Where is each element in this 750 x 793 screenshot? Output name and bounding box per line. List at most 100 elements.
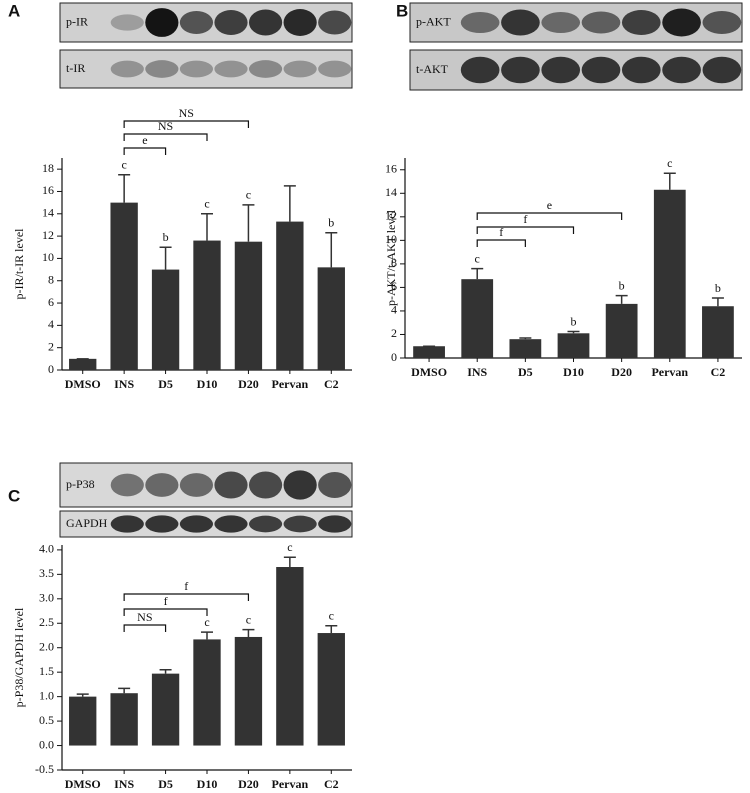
blot-band: [283, 60, 317, 78]
error-bar: [76, 693, 89, 697]
bar: [193, 240, 221, 370]
y-tick-label: 0: [391, 350, 397, 364]
bracket: [476, 239, 526, 247]
significance-label: c: [667, 156, 672, 170]
significance-label: b: [163, 230, 169, 244]
blot-band: [460, 11, 500, 34]
y-tick-label: 16: [385, 162, 397, 176]
bar: [276, 221, 304, 370]
blot-band: [621, 10, 661, 35]
bracket: [123, 624, 167, 632]
panel-label: C: [8, 486, 20, 505]
y-tick-label: 10: [385, 232, 397, 246]
significance-label: c: [204, 197, 209, 211]
x-tick-label: D5: [158, 777, 173, 791]
error-bar: [159, 246, 172, 270]
y-tick-label: 2: [391, 326, 397, 340]
bracket: [476, 226, 575, 234]
y-tick-label: 16: [42, 183, 54, 197]
y-tick-label: 1.0: [39, 688, 54, 702]
bar: [317, 633, 345, 746]
x-tick-label: D10: [197, 377, 218, 391]
x-tick-label: D10: [197, 777, 218, 791]
blot-band: [214, 471, 248, 499]
blot-band: [179, 10, 214, 35]
blot-band: [501, 56, 540, 84]
x-tick-label: INS: [114, 377, 134, 391]
y-tick-label: 18: [42, 161, 54, 175]
blot-band: [214, 515, 248, 533]
y-tick-label: 3.5: [39, 566, 54, 580]
blot-band: [460, 56, 500, 84]
blot-band: [283, 515, 317, 533]
error-bar: [201, 213, 213, 241]
y-tick-label: 0: [48, 362, 54, 376]
x-tick-label: D5: [158, 377, 173, 391]
blot-band: [501, 9, 540, 36]
significance-label: c: [475, 251, 480, 265]
bar: [461, 279, 494, 358]
significance-label: b: [619, 278, 625, 292]
bracket: [123, 133, 208, 141]
bar: [151, 673, 180, 746]
error-bar: [118, 687, 131, 694]
significance-label: b: [571, 314, 577, 328]
blot-band: [145, 473, 179, 497]
bar: [317, 267, 345, 370]
bar: [653, 189, 686, 358]
bar: [110, 202, 138, 370]
blot-band: [283, 9, 317, 36]
x-tick-label: D5: [518, 365, 533, 379]
blot-label: t-AKT: [416, 62, 449, 76]
significance-label: c: [246, 188, 251, 202]
blot-band: [179, 473, 214, 497]
blot-band: [145, 60, 179, 78]
significance-label: b: [328, 216, 334, 230]
bar: [276, 567, 304, 746]
bar: [234, 636, 263, 746]
blot-band: [581, 56, 621, 84]
y-tick-label: 8: [391, 256, 397, 270]
blot-band: [214, 60, 248, 78]
error-bar: [283, 185, 296, 222]
y-tick-label: 4: [391, 303, 397, 317]
y-axis-label: p-AKT/t-AKT level: [384, 209, 398, 306]
significance-label: c: [121, 157, 126, 171]
blot-band: [283, 470, 317, 500]
blot-label: t-IR: [66, 61, 85, 75]
blot-band: [702, 10, 742, 35]
y-axis-label: p-P38/GAPDH level: [12, 607, 26, 707]
blot-label: p-IR: [66, 14, 88, 28]
y-tick-label: 8: [48, 272, 54, 286]
x-tick-label: D20: [238, 377, 259, 391]
blot-label: p-AKT: [416, 14, 451, 28]
blot-band: [662, 8, 701, 37]
x-tick-label: Pervan: [272, 777, 309, 791]
blot-label: GAPDH: [66, 516, 108, 530]
y-tick-label: -0.5: [35, 762, 54, 776]
blot-band: [214, 10, 248, 35]
blot-band: [248, 60, 283, 78]
error-bar: [567, 330, 580, 334]
y-tick-label: 0.0: [39, 737, 54, 751]
significance-label: c: [329, 608, 334, 622]
x-tick-label: C2: [324, 377, 339, 391]
error-bar: [325, 624, 338, 634]
bracket: [123, 608, 208, 616]
bar: [234, 241, 263, 370]
y-tick-label: 6: [391, 279, 397, 293]
bracket: [123, 120, 250, 128]
bracket-label: f: [164, 594, 168, 608]
y-tick-label: 1.5: [39, 664, 54, 678]
blot-band: [318, 10, 352, 35]
y-tick-label: 14: [385, 185, 397, 199]
blot-band: [248, 515, 283, 533]
blot-band: [110, 60, 144, 78]
blot-band: [145, 515, 179, 533]
y-tick-label: 2.5: [39, 615, 54, 629]
bracket-label: e: [142, 133, 147, 147]
blot-band: [145, 8, 179, 37]
bracket-label: NS: [137, 610, 152, 624]
bracket-label: NS: [179, 106, 194, 120]
